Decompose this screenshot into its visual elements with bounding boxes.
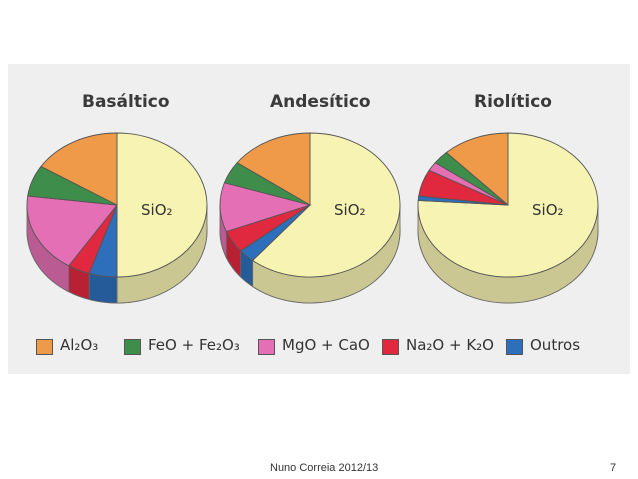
legend-label-feo-fe2o3: FeO + Fe₂O₃ [148,336,240,354]
pie-bas-ltico: SiO₂ [26,132,208,304]
chart-legend: Al₂O₃ FeO + Fe₂O₃ MgO + CaO Na₂O + K₂O O… [36,336,626,358]
pie-slice-mgo-cao [26,195,118,267]
legend-swatch-al2o3 [36,339,53,355]
pie-side-outros [88,272,118,304]
pie-riol-tico: SiO₂ [417,132,599,304]
pie-slice-al2o3 [40,132,118,206]
pie-slice-sio2 [251,132,401,278]
chart-title-andesitico: Andesítico [270,92,371,112]
pie-label-sio2: SiO₂ [532,201,564,219]
legend-swatch-mgo-cao [258,339,275,355]
pie-label-sio2: SiO₂ [334,201,366,219]
pie-andes-tico: SiO₂ [219,132,401,304]
footer-page-number: 7 [610,462,617,474]
chart-title-basaltico: Basáltico [82,92,170,112]
legend-label-mgo-cao: MgO + CaO [282,336,370,354]
legend-swatch-outros [506,339,523,355]
legend-label-na2o-k2o: Na₂O + K₂O [406,336,494,354]
pie-slice-al2o3 [445,132,509,206]
pie-slice-al2o3 [236,132,311,206]
pie-label-sio2: SiO₂ [141,201,173,219]
footer-author: Nuno Correia 2012/13 [270,462,379,474]
chart-title-riolitico: Riolítico [474,92,552,112]
legend-label-outros: Outros [530,336,581,354]
legend-swatch-na2o-k2o [382,339,399,355]
pie-slice-sio2 [116,132,208,278]
legend-label-al2o3: Al₂O₃ [60,336,99,354]
legend-swatch-feo-fe2o3 [124,339,141,355]
